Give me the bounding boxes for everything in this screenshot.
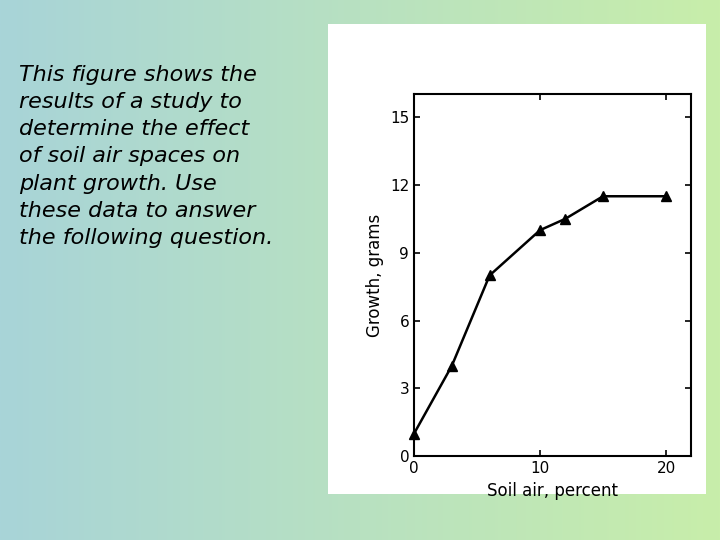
Text: This figure shows the
results of a study to
determine the effect
of soil air spa: This figure shows the results of a study… <box>19 65 274 248</box>
X-axis label: Soil air, percent: Soil air, percent <box>487 482 618 500</box>
Y-axis label: Growth, grams: Growth, grams <box>366 214 384 337</box>
